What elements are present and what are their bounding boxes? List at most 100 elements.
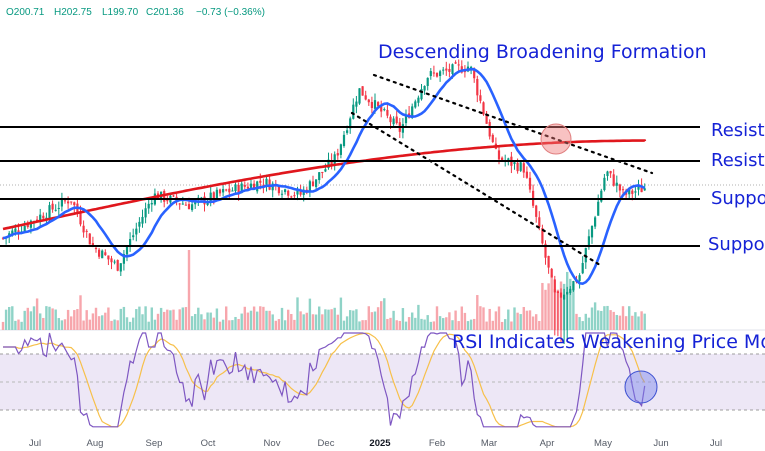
volume-bar	[66, 309, 70, 330]
candle-body	[621, 189, 625, 191]
candle-body	[556, 291, 559, 293]
volume-bar	[73, 310, 76, 330]
volume-bar	[128, 321, 132, 330]
volume-bar	[119, 308, 122, 330]
volume-bar	[531, 316, 535, 330]
candle-body	[327, 159, 330, 169]
candle-body	[426, 77, 429, 86]
candle-body	[566, 291, 569, 295]
volume-bar	[321, 314, 324, 330]
volume-bar	[150, 307, 153, 330]
candle-body	[234, 184, 237, 192]
x-axis: Jul Aug Sep Oct Nov Dec 2025 Feb Mar Apr May Jun Jul	[29, 438, 722, 449]
volume-bar	[215, 308, 219, 330]
volume-bar	[101, 315, 104, 330]
volume-bar	[469, 319, 473, 330]
candle-body	[482, 102, 485, 115]
candle-body	[318, 172, 321, 181]
volume-bar	[14, 320, 17, 330]
volume-bar	[280, 307, 284, 330]
volume-bar	[435, 306, 439, 330]
candle-body	[485, 115, 488, 124]
candle-body	[240, 183, 243, 194]
volume-bar	[45, 306, 48, 330]
volume-bar	[88, 319, 91, 330]
volume-bar	[578, 317, 581, 330]
volume-bar	[395, 320, 398, 330]
volume-bar	[91, 313, 95, 330]
volume-bar	[528, 310, 532, 330]
candle-body	[581, 263, 584, 274]
volume-bar	[367, 306, 370, 330]
candle-body	[389, 116, 392, 123]
candle-body	[364, 95, 367, 100]
volume-bar	[522, 306, 525, 330]
candle-body	[101, 250, 104, 259]
candle-body	[346, 130, 349, 133]
candle-body	[522, 163, 525, 173]
volume-bar	[246, 312, 250, 330]
volume-bar	[330, 309, 333, 330]
volume-bar	[153, 319, 157, 330]
volume-bar	[504, 319, 507, 330]
candle-body	[311, 181, 315, 187]
resistance-upper-label: Resist	[711, 120, 765, 141]
volume-bar	[361, 320, 364, 330]
candle-body	[324, 169, 327, 172]
candle-body	[113, 261, 116, 263]
volume-bar	[398, 320, 401, 330]
candle-body	[615, 182, 618, 186]
volume-bar	[203, 319, 206, 330]
volume-bar	[621, 306, 625, 330]
candle-body	[420, 89, 423, 100]
volume-bar	[345, 316, 349, 330]
volume-bar	[482, 307, 485, 330]
volume-bar	[392, 310, 395, 330]
volume-bar	[342, 320, 346, 330]
candle-body	[225, 189, 228, 191]
candle-body	[67, 201, 70, 204]
volume-bar	[237, 319, 240, 330]
volume-bar	[593, 302, 597, 330]
candle-body	[361, 86, 364, 96]
candle-body	[330, 160, 333, 165]
volume-bar	[615, 314, 618, 330]
volume-bar	[17, 319, 20, 330]
volume-bar	[587, 317, 591, 330]
volume-bar	[519, 314, 522, 330]
upper-trendline	[372, 73, 654, 175]
candle-body	[380, 105, 383, 112]
volume-bar	[113, 319, 116, 330]
volume-bar	[448, 312, 451, 330]
volume-bar	[541, 282, 544, 330]
candle-body	[535, 205, 538, 217]
x-tick-label: Jul	[710, 438, 722, 449]
candle-body	[184, 204, 187, 206]
volume-bar	[231, 320, 234, 330]
x-tick-label: 2025	[369, 438, 391, 449]
volume-bar	[584, 313, 587, 330]
candle-body	[222, 189, 225, 193]
volume-bar	[386, 318, 389, 330]
volume-bar	[97, 316, 101, 330]
candle-body	[172, 195, 175, 197]
volume-bar	[178, 309, 181, 330]
volume-bar	[39, 313, 42, 330]
volume-bar	[609, 310, 612, 330]
ma50-line	[2, 67, 646, 286]
candle-body	[367, 99, 370, 103]
volume-bar	[122, 306, 126, 330]
volume-bar	[262, 306, 265, 330]
x-tick-label: Aug	[87, 438, 104, 449]
volume-bar	[212, 317, 215, 330]
candle-body	[513, 162, 516, 165]
volume-bar	[240, 313, 243, 330]
volume-bar	[11, 306, 14, 330]
volume-bar	[166, 309, 169, 330]
volume-bar	[181, 307, 184, 330]
candle-body	[587, 236, 590, 248]
candle-body	[1, 237, 5, 239]
volume-bar	[35, 298, 39, 330]
volume-bar	[426, 315, 429, 330]
volume-bar	[513, 307, 516, 330]
